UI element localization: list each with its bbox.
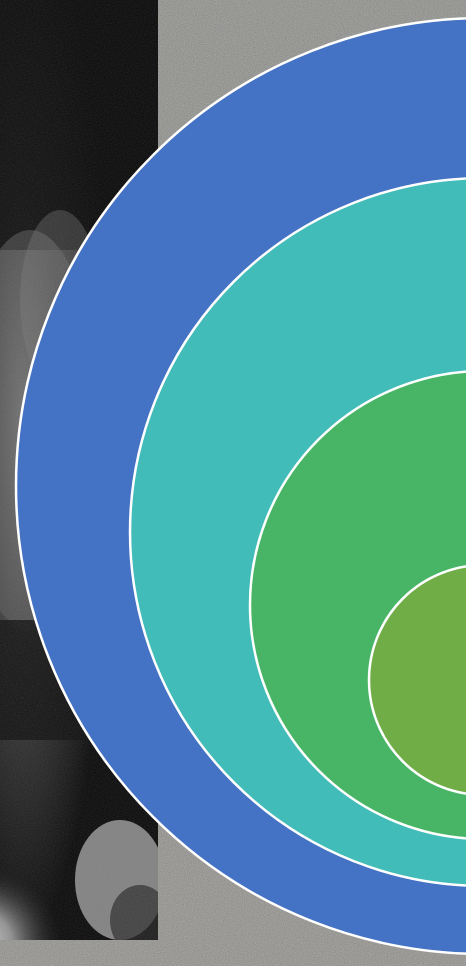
nested-circles-diagram — [14, 17, 466, 955]
inner-ring — [367, 565, 466, 795]
